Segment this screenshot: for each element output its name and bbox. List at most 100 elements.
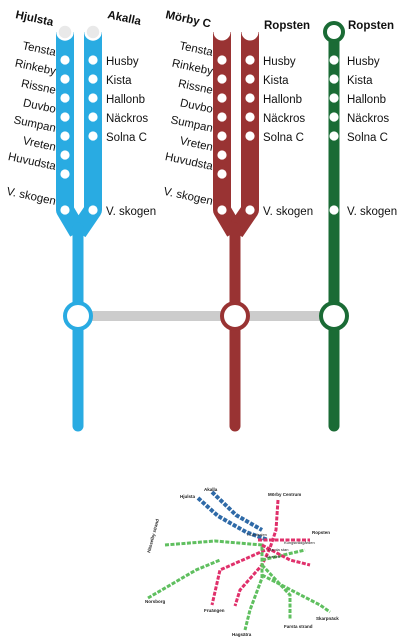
blue-interchange — [63, 301, 93, 331]
red-terminus-left-marker — [213, 23, 231, 41]
blue-right-station-label: Husby — [106, 56, 139, 68]
green-terminus-label: Ropsten — [348, 20, 394, 32]
green-station-label: Husby — [347, 56, 380, 68]
red-right-station-dot — [245, 74, 255, 84]
blue-left-station-label: Duvbo — [22, 97, 57, 116]
red-left-station-dot — [217, 131, 227, 141]
blue-right-station-dot — [88, 112, 98, 122]
red-left-station-dot — [217, 169, 227, 179]
mini-label-t-centralen: T-Centralen — [246, 532, 267, 537]
blue-terminus-left-label: Hjulsta — [14, 9, 55, 29]
blue-right-station-label: V. skogen — [106, 206, 156, 218]
blue-right-station-label: Näckros — [106, 113, 148, 125]
mini-label-gamla-stan: Gamla stan — [268, 547, 288, 552]
mini-label-kungstradgarden: Kungsträdgården — [284, 540, 315, 545]
red-left-station-label: Tensta — [178, 40, 214, 59]
blue-left-station-label: Tensta — [21, 40, 57, 59]
mini-label-farsta: Farsta strand — [284, 624, 313, 629]
red-right-station-dot — [245, 93, 255, 103]
blue-left-station-dot — [60, 150, 70, 160]
blue-right-station-dot — [88, 131, 98, 141]
red-right-station-label: Näckros — [263, 113, 305, 125]
mini-label-akalla: Akalla — [204, 487, 218, 492]
blue-left-station-label: Sumpan — [12, 114, 56, 135]
green-station-label: Hallonb — [347, 94, 386, 106]
red-right-station-label: Kista — [263, 75, 289, 87]
red-left-station-label: Vreten — [179, 135, 214, 154]
mini-label-slussen: Slussen — [266, 554, 280, 559]
red-left-station-label: Duvbo — [179, 97, 214, 116]
red-left-station-dot — [217, 55, 227, 65]
green-station-dot — [329, 205, 339, 215]
blue-left-station-label: Rissne — [20, 78, 57, 97]
red-left-station-dot — [217, 205, 227, 215]
blue-right-station-dot — [88, 74, 98, 84]
blue-left-station-dot — [60, 205, 70, 215]
red-right-station-label: V. skogen — [263, 206, 313, 218]
blue-right-station-dot — [88, 93, 98, 103]
red-line — [213, 23, 259, 432]
red-left-station-label: Huvudsta — [164, 151, 215, 173]
green-station-dot — [329, 74, 339, 84]
mini-label-morby: Mörby Centrum — [268, 492, 301, 497]
mini-metro-map: Akalla Hjulsta Mörby Centrum Ropsten Häs… — [145, 487, 339, 637]
green-terminus-marker — [323, 21, 345, 43]
red-left-station-label: Rinkeby — [171, 58, 214, 78]
mini-label-hagsatra: Hagsätra — [232, 632, 252, 637]
green-interchange — [319, 301, 349, 331]
blue-terminus-left-marker — [56, 23, 74, 41]
blue-terminus-right-label: Akalla — [106, 9, 142, 28]
blue-left-station-label: V. skogen — [5, 186, 56, 208]
mini-red-line — [210, 499, 310, 607]
green-station-label: V. skogen — [347, 206, 397, 218]
red-terminus-right-marker — [241, 23, 259, 41]
mini-label-fruangen: Fruängen — [204, 608, 225, 613]
mini-label-hjulsta: Hjulsta — [180, 494, 196, 499]
blue-terminus-right-marker — [84, 23, 102, 41]
red-left-station-dot — [217, 74, 227, 84]
green-station-label: Solna C — [347, 132, 388, 144]
blue-line — [56, 23, 102, 432]
blue-right-station-label: Kista — [106, 75, 132, 87]
mini-red-south — [261, 543, 311, 567]
mini-green-west — [147, 558, 221, 600]
blue-right-station-dot — [88, 205, 98, 215]
green-station-label: Näckros — [347, 113, 389, 125]
blue-right-station-label: Solna C — [106, 132, 147, 144]
red-left-station-dot — [217, 150, 227, 160]
blue-left-station-label: Rinkeby — [14, 58, 57, 78]
red-right-station-dot — [245, 112, 255, 122]
red-terminus-right-label: Ropsten — [264, 20, 310, 32]
red-left-station-label: V. skogen — [162, 186, 213, 208]
blue-left-station-dot — [60, 74, 70, 84]
red-right-station-label: Hallonb — [263, 94, 302, 106]
red-terminus-left-label: Mörby C — [164, 9, 211, 30]
red-right-station-dot — [245, 55, 255, 65]
green-station-label: Kista — [347, 75, 373, 87]
mini-label-skarpnack: Skarpnäck — [316, 616, 339, 621]
blue-left-station-dot — [60, 131, 70, 141]
red-interchange — [220, 301, 250, 331]
blue-left-station-dot — [60, 112, 70, 122]
green-station-dot — [329, 131, 339, 141]
green-station-dot — [329, 93, 339, 103]
red-right-station-label: Husby — [263, 56, 296, 68]
mini-label-hasselby: Hässelby strand — [146, 518, 160, 553]
blue-right-station-dot — [88, 55, 98, 65]
red-left-station-dot — [217, 93, 227, 103]
red-left-station-label: Rissne — [177, 78, 214, 97]
red-right-station-dot — [245, 205, 255, 215]
blue-right-station-label: Hallonb — [106, 94, 145, 106]
blue-left-station-dot — [60, 55, 70, 65]
green-station-dot — [329, 112, 339, 122]
blue-left-station-label: Vreten — [22, 135, 57, 154]
green-station-dot — [329, 55, 339, 65]
red-left-station-label: Sumpan — [169, 114, 213, 135]
red-right-station-label: Solna C — [263, 132, 304, 144]
blue-left-station-dot — [60, 93, 70, 103]
blue-left-station-dot — [60, 169, 70, 179]
mini-blue-line — [196, 490, 269, 542]
mini-label-norsborg: Norsborg — [145, 599, 166, 604]
red-left-station-dot — [217, 112, 227, 122]
